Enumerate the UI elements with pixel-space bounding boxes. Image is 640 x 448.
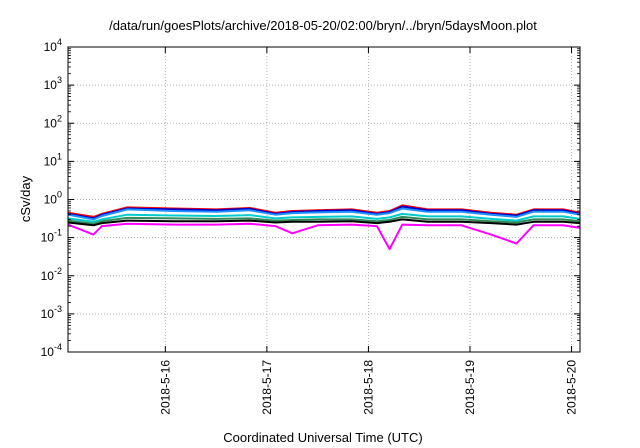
y-tick-label: 103 xyxy=(44,75,62,92)
y-tick-label: 10-2 xyxy=(41,266,62,283)
y-tick-label: 10-4 xyxy=(41,342,62,359)
y-tick-label: 10-1 xyxy=(41,228,62,245)
x-tick-label: 2018-5-17 xyxy=(260,360,274,415)
chart-title: /data/run/goesPlots/archive/2018-05-20/0… xyxy=(109,18,537,33)
grid xyxy=(68,47,580,352)
y-tick-label: 100 xyxy=(44,190,62,207)
y-tick-label: 10-3 xyxy=(41,304,62,321)
series-line xyxy=(67,215,581,225)
x-tick-label: 2018-5-20 xyxy=(565,360,579,415)
x-tick-label: 2018-5-19 xyxy=(463,360,477,415)
series-line xyxy=(67,222,581,251)
x-tick-label: 2018-5-18 xyxy=(361,360,375,415)
x-axis-ticks: 2018-5-16 2018-5-17 2018-5-18 2018-5-19 2018… xyxy=(158,47,579,415)
y-axis-ticks: 10-4 10-3 10-2 10-1 100 101 102 103 104 xyxy=(41,37,580,359)
series-line xyxy=(67,207,581,221)
x-axis-label: Coordinated Universal Time (UTC) xyxy=(223,430,422,445)
series-line xyxy=(67,205,581,220)
series-line xyxy=(67,218,581,227)
series-line xyxy=(67,212,581,223)
y-tick-label: 104 xyxy=(44,37,62,54)
y-tick-label: 101 xyxy=(44,151,62,168)
series-layer xyxy=(67,204,581,251)
y-axis-label: cSv/day xyxy=(18,175,33,222)
x-tick-label: 2018-5-16 xyxy=(158,360,172,415)
y-tick-label: 102 xyxy=(44,113,62,130)
